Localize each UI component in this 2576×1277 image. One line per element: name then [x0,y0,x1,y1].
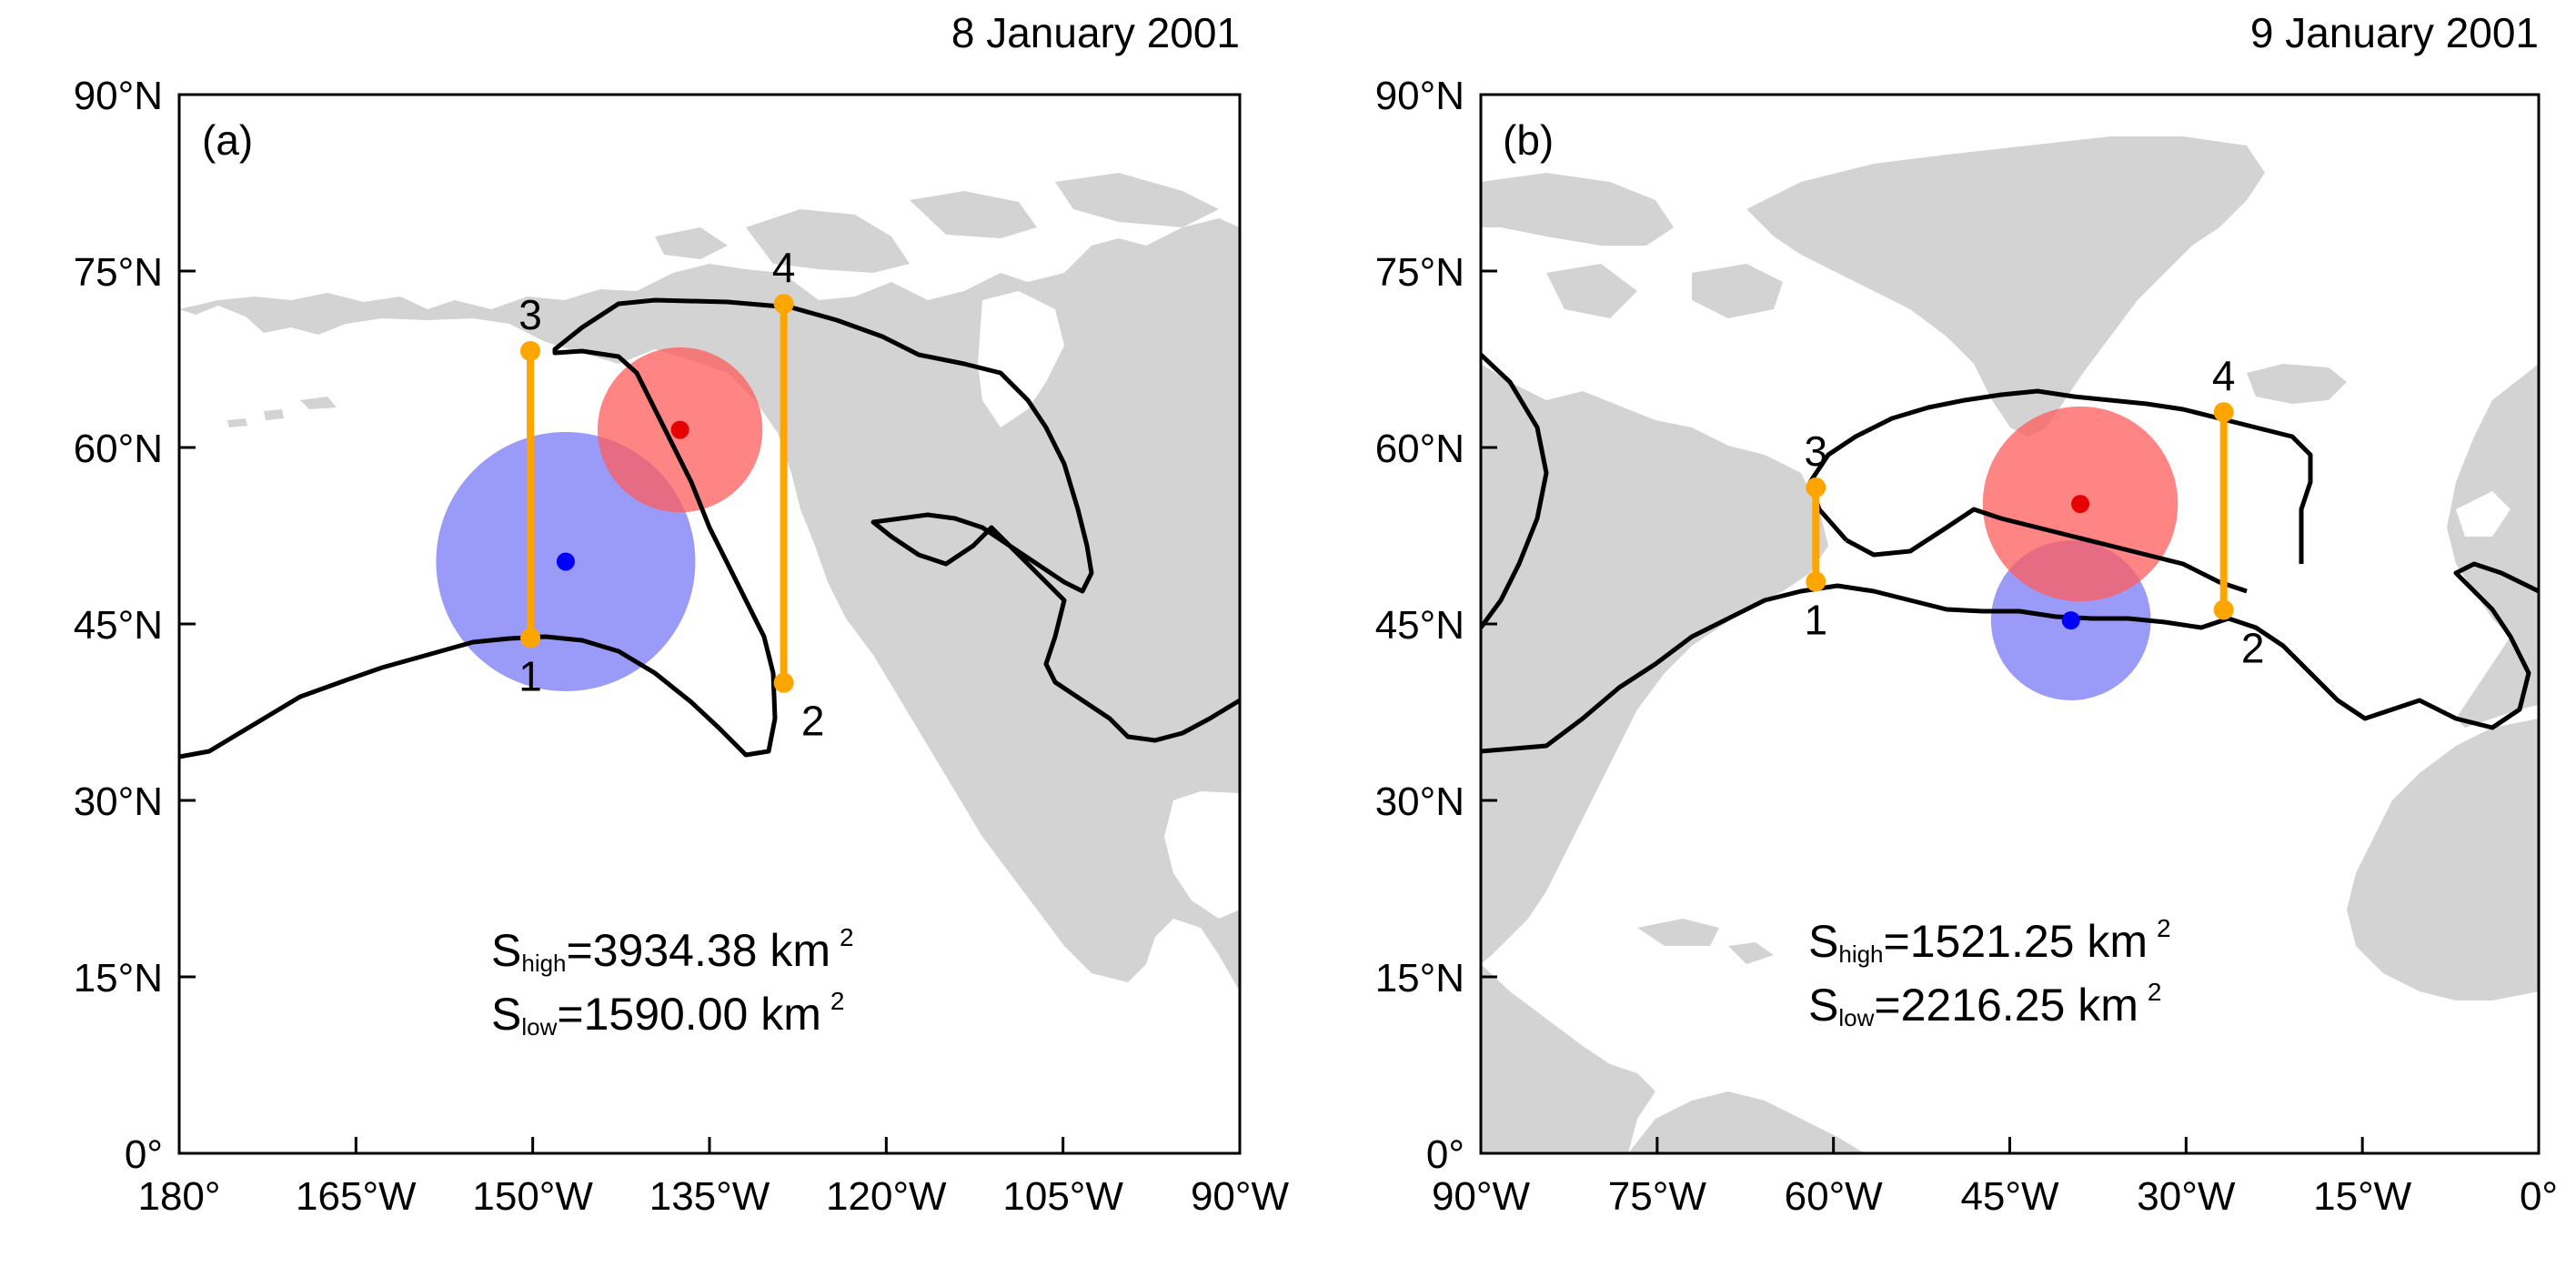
x-tick-label: 105°W [1002,1174,1123,1219]
y-tick-label: 75°N [74,250,163,295]
x-tick-label: 90°W [1191,1174,1290,1219]
y-tick-label: 60°N [74,427,163,471]
transect-endpoint-a-3 [520,340,541,361]
transect-endpoint-b-1 [1806,571,1826,592]
land-iceland-b [2247,364,2347,404]
map-panel-a: 3 1 4 2 180° 165°W 150°W 135°W 120°W 105°W 90°W 0°… [74,9,1290,1219]
transect-endpoint-a-1 [520,628,541,649]
transect-endpoint-a-2 [773,672,794,693]
y-tick-label: 15°N [74,956,163,1000]
land-americas-south-b [1481,919,1865,1153]
area-high-text-b: Shigh=1521.25 km 2 [1808,914,2171,968]
axis-ticks-b: 90°W 75°W 60°W 45°W 30°W 15°W 0° 0° 15°N 30°N 45°N… [1375,74,2558,1219]
y-tick-label: 15°N [1375,956,1464,1000]
aleutian-islands-a [227,397,337,427]
panel-label-b: (b) [1503,116,1554,164]
land-africa-b [2347,719,2539,1000]
x-tick-label: 75°W [1608,1174,1707,1219]
high-pressure-center-b [2071,495,2090,514]
x-tick-label: 60°W [1785,1174,1884,1219]
y-tick-label: 30°N [1375,779,1464,824]
transect-segments-b: 3 1 4 2 [1804,352,2264,671]
transect-label-a-1: 1 [518,653,542,700]
y-tick-label: 60°N [1375,427,1464,471]
contour-line-b-inner [1845,507,2248,594]
panel-date-b: 9 January 2001 [2250,9,2539,56]
transect-label-a-4: 4 [772,244,796,291]
contour-line-b-north [1807,388,2313,564]
panel-label-a: (a) [202,116,253,164]
low-pressure-center-b [2061,611,2080,630]
y-tick-label: 45°N [1375,603,1464,648]
transect-endpoint-b-3 [1806,477,1826,498]
map-panel-b: 3 1 4 2 90°W 75°W 60°W 45°W 30°W 15°W 0° 0° 15°N 30°… [1375,9,2558,1219]
x-tick-label: 30°W [2137,1174,2236,1219]
transect-label-b-3: 3 [1804,427,1827,475]
transect-label-a-2: 2 [801,698,825,745]
transect-endpoint-b-4 [2213,402,2234,423]
transect-label-b-1: 1 [1804,596,1827,643]
y-tick-label: 0° [125,1132,163,1177]
contour-line-a [179,297,1240,759]
transect-label-b-4: 4 [2212,352,2236,399]
low-pressure-center-a [556,552,575,571]
panel-date-a: 8 January 2001 [951,9,1240,56]
transect-label-a-3: 3 [518,291,542,338]
arctic-islands-a [655,173,1219,300]
y-tick-label: 45°N [74,603,163,648]
y-tick-label: 75°N [1375,250,1464,295]
y-tick-label: 90°N [74,74,163,118]
land-europe-b [2447,364,2539,728]
y-tick-label: 90°N [1375,74,1464,118]
transect-label-b-2: 2 [2241,624,2265,671]
x-tick-label: 15°W [2313,1174,2412,1219]
y-tick-label: 0° [1426,1132,1464,1177]
land-greenland-b [1746,136,2265,437]
x-tick-label: 0° [2520,1174,2558,1219]
transect-segments-a: 3 1 4 2 [518,244,824,744]
high-pressure-center-a [670,420,689,439]
arctic-islands-b [1481,173,1783,318]
x-tick-label: 90°W [1432,1174,1531,1219]
transect-endpoint-a-4 [773,294,794,315]
area-high-text-a: Shigh=3934.38 km 2 [491,923,854,977]
x-tick-label: 165°W [296,1174,417,1219]
land-a [179,173,1240,991]
contour-line-b [1481,561,2539,754]
x-tick-label: 120°W [826,1174,947,1219]
transect-endpoint-b-2 [2213,599,2234,620]
y-tick-label: 30°N [74,779,163,824]
area-low-text-b: Slow=2216.25 km 2 [1808,978,2161,1031]
hudson-bay-a [978,291,1064,427]
area-low-text-a: Slow=1590.00 km 2 [491,987,844,1041]
contour-line-b-west [1481,353,1549,629]
gulf-of-mexico-a [1164,791,1240,919]
land-north-america-a [179,218,1240,991]
x-tick-label: 150°W [472,1174,593,1219]
x-tick-label: 180° [137,1174,220,1219]
x-tick-label: 135°W [649,1174,770,1219]
axis-ticks-a: 180° 165°W 150°W 135°W 120°W 105°W 90°W 0° 15°N 3… [74,74,1290,1219]
x-tick-label: 45°W [1960,1174,2059,1219]
